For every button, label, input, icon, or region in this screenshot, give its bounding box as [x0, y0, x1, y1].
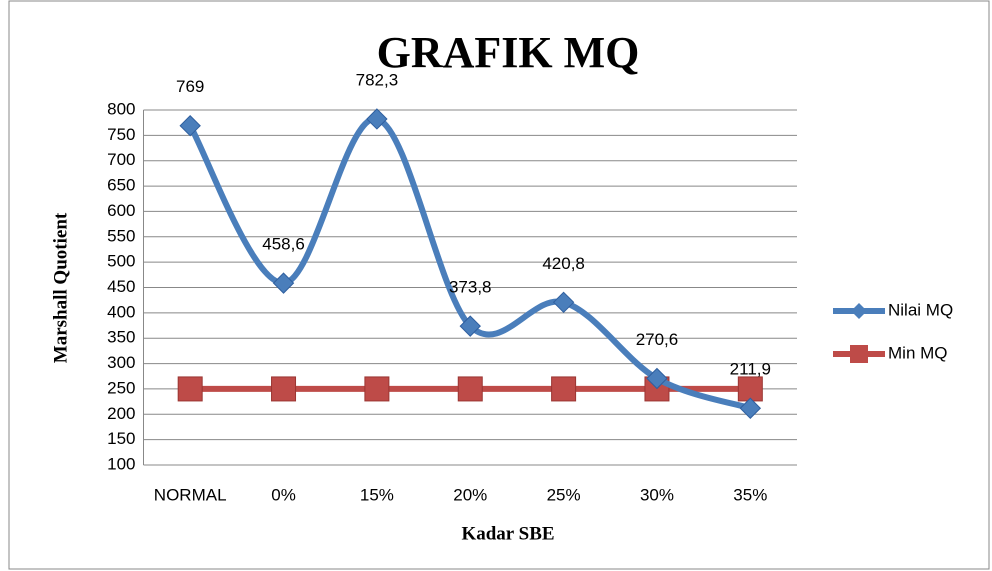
x-tick-label: 30% — [640, 485, 674, 504]
point-marker — [179, 115, 201, 137]
point-marker — [739, 397, 762, 419]
point-marker — [457, 376, 483, 402]
y-tick-label: 250 — [107, 378, 135, 397]
point-marker — [646, 367, 668, 390]
x-tick-label: 20% — [453, 485, 487, 504]
legend-marker — [850, 345, 868, 363]
x-tick-label: 35% — [733, 485, 767, 504]
x-axis-label: Kadar SBE — [461, 523, 554, 544]
data-label: 458,6 — [262, 235, 305, 254]
legend-label: Min MQ — [888, 343, 948, 362]
y-tick-label: 400 — [107, 302, 135, 321]
x-tick-label: 15% — [360, 485, 394, 504]
y-tick-label: 300 — [107, 353, 135, 372]
y-tick-label: 450 — [107, 277, 135, 296]
y-tick-label: 100 — [107, 454, 135, 473]
y-tick-label: 750 — [107, 125, 135, 144]
y-axis-label: Marshall Quotient — [50, 212, 71, 363]
y-tick-label: 700 — [107, 150, 135, 169]
y-tick-label: 600 — [107, 201, 135, 220]
point-marker — [551, 376, 577, 402]
point-marker — [459, 315, 481, 337]
point-marker — [364, 376, 390, 402]
legend-label: Nilai MQ — [888, 300, 953, 319]
point-marker — [272, 272, 295, 294]
point-marker — [366, 108, 388, 130]
data-label: 373,8 — [449, 278, 492, 297]
x-tick-label: 25% — [547, 485, 581, 504]
data-label: 769 — [176, 77, 204, 96]
y-tick-label: 150 — [107, 429, 135, 448]
y-tick-label: 800 — [107, 99, 135, 118]
point-marker — [737, 376, 763, 402]
chart-title: GRAFIK MQ — [377, 28, 640, 77]
point-marker — [271, 376, 297, 402]
point-marker — [552, 291, 575, 314]
data-label: 211,9 — [730, 360, 771, 379]
x-tick-label: NORMAL — [154, 485, 227, 504]
point-marker — [177, 376, 203, 402]
y-tick-label: 650 — [107, 176, 135, 195]
y-tick-label: 200 — [107, 404, 135, 423]
y-tick-label: 550 — [107, 226, 135, 245]
data-label: 782,3 — [356, 70, 399, 89]
data-label: 420,8 — [542, 254, 585, 273]
y-tick-label: 350 — [107, 328, 135, 347]
x-tick-label: 0% — [271, 485, 296, 504]
chart-frame — [8, 0, 990, 570]
legend-marker — [851, 303, 867, 319]
y-tick-label: 500 — [107, 252, 135, 271]
data-label: 270,6 — [636, 330, 679, 349]
